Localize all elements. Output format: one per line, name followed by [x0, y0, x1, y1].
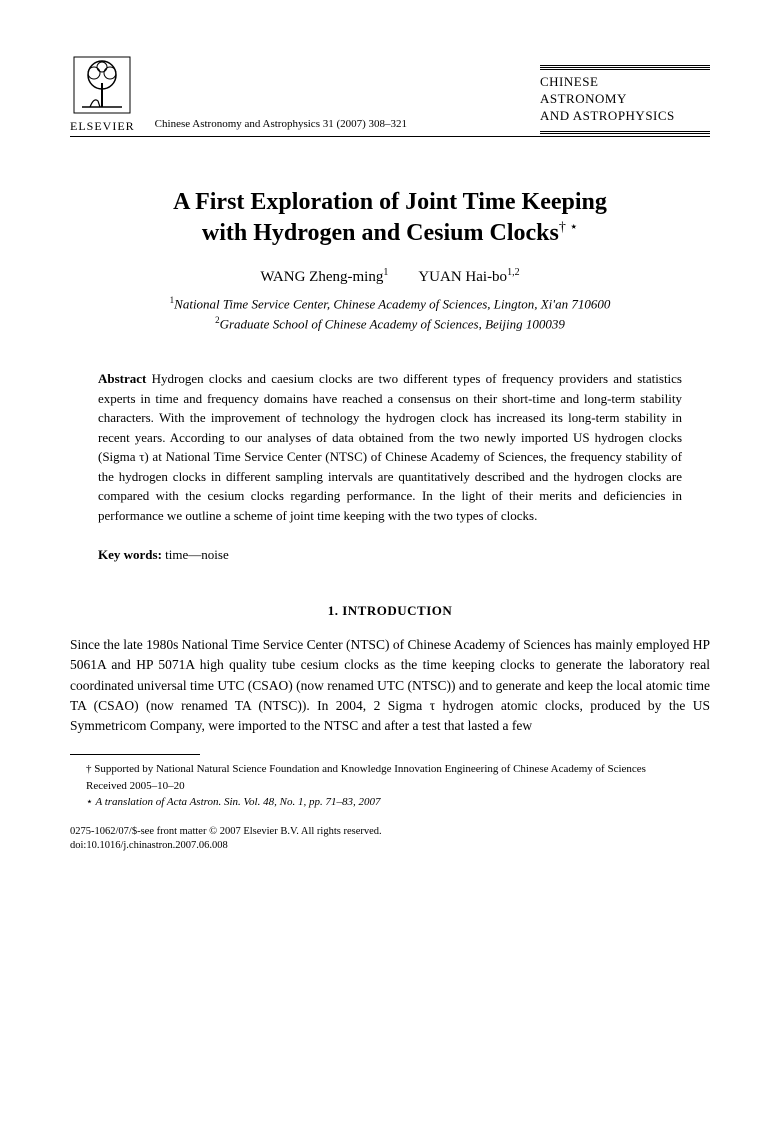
keywords-text: time—noise [162, 547, 229, 562]
fn3-marker: ⋆ [86, 796, 93, 808]
footnotes: † Supported by National Natural Science … [70, 761, 710, 811]
section-1-heading: 1. INTRODUCTION [70, 603, 710, 619]
footnote-1: † Supported by National Natural Science … [70, 761, 710, 778]
abstract-block: Abstract Hydrogen clocks and caesium clo… [70, 369, 710, 525]
journal-title-box: CHINESE ASTRONOMY AND ASTROPHYSICS [540, 65, 710, 134]
paper-title: A First Exploration of Joint Time Keepin… [70, 187, 710, 249]
section-1-body: Since the late 1980s National Time Servi… [70, 635, 710, 736]
header-left: ELSEVIER Chinese Astronomy and Astrophys… [70, 55, 407, 134]
fn3-text: A translation of Acta Astron. Sin. Vol. … [93, 796, 381, 808]
copyright-line2: doi:10.1016/j.chinastron.2007.06.008 [70, 839, 710, 854]
aff2-text: Graduate School of Chinese Academy of Sc… [220, 317, 565, 332]
publisher-block: ELSEVIER [70, 55, 135, 134]
title-markers: † ⋆ [559, 220, 578, 235]
footnote-3: ⋆ A translation of Acta Astron. Sin. Vol… [70, 794, 710, 811]
publisher-name: ELSEVIER [70, 119, 135, 134]
journal-title-line1: CHINESE [540, 74, 710, 91]
keywords-label: Key words: [98, 547, 162, 562]
authors-line: WANG Zheng-ming1 YUAN Hai-bo1,2 [70, 267, 710, 286]
title-line1: A First Exploration of Joint Time Keepin… [173, 189, 607, 215]
author1-sup: 1 [383, 267, 388, 278]
elsevier-tree-icon [72, 55, 132, 115]
footnote-separator [70, 754, 200, 755]
copyright-line1: 0275-1062/07/$-see front matter © 2007 E… [70, 825, 710, 840]
page-header: ELSEVIER Chinese Astronomy and Astrophys… [70, 55, 710, 137]
author2-name: YUAN Hai-bo [418, 269, 507, 285]
author2-sup: 1,2 [507, 267, 520, 278]
footnote-2: Received 2005–10–20 [70, 778, 710, 795]
journal-citation: Chinese Astronomy and Astrophysics 31 (2… [155, 118, 407, 134]
copyright-block: 0275-1062/07/$-see front matter © 2007 E… [70, 825, 710, 854]
affiliations: 1National Time Service Center, Chinese A… [70, 294, 710, 334]
abstract-text: Hydrogen clocks and caesium clocks are t… [98, 371, 682, 523]
keywords-line: Key words: time—noise [70, 547, 710, 563]
title-line2: with Hydrogen and Cesium Clocks [202, 220, 559, 246]
abstract-label: Abstract [98, 371, 146, 386]
journal-title-line3: AND ASTROPHYSICS [540, 108, 710, 125]
fn1-text: Supported by National Natural Science Fo… [92, 763, 646, 775]
author1-name: WANG Zheng-ming [260, 269, 383, 285]
aff1-text: National Time Service Center, Chinese Ac… [174, 297, 610, 312]
journal-title-line2: ASTRONOMY [540, 91, 710, 108]
